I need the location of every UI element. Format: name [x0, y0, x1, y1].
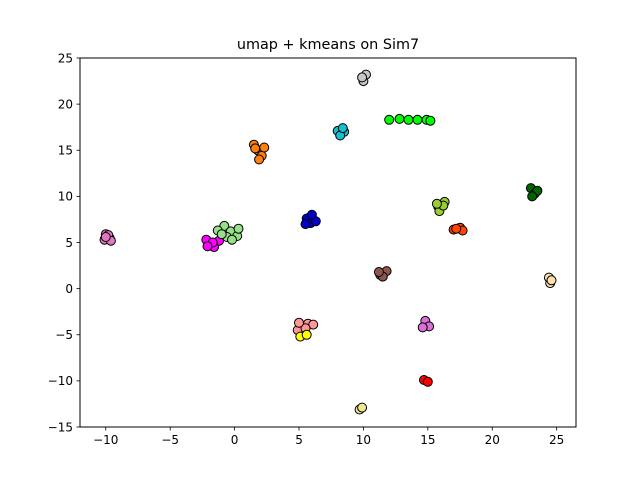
point-cluster-0-5 [100, 232, 111, 242]
point-cluster-3-5 [250, 143, 261, 154]
point-cluster-7-3 [300, 219, 311, 230]
point-cluster-14-1 [301, 329, 312, 340]
x-axis: −10 −5 0 5 10 15 20 25 [93, 427, 564, 447]
point-cluster-13-5 [294, 317, 304, 328]
point-cluster-5-2 [403, 114, 414, 125]
y-tick-label: 15 [58, 144, 73, 158]
x-tick-label: 5 [295, 433, 303, 447]
point-cluster-15-2 [417, 322, 428, 333]
point-cluster-7-4 [306, 209, 317, 220]
point-cluster-12-3 [373, 267, 384, 277]
point-cluster-5-1 [394, 113, 405, 124]
point-cluster-17-1 [357, 402, 368, 413]
point-cluster-5-3 [412, 114, 423, 125]
y-tick-label: −15 [48, 420, 73, 434]
y-axis: −15 −10 −5 0 5 10 15 20 25 [48, 51, 80, 434]
point-cluster-2-7 [227, 234, 237, 245]
x-tick-label: −5 [161, 433, 179, 447]
point-cluster-2-6 [216, 229, 227, 240]
point-cluster-2-5 [233, 223, 244, 234]
y-tick-label: 10 [58, 190, 73, 204]
point-cluster-3-4 [259, 142, 270, 153]
x-tick-label: 25 [549, 433, 564, 447]
point-cluster-6-3 [337, 123, 348, 134]
point-cluster-5-5 [425, 115, 436, 126]
points-layer [99, 69, 557, 415]
x-tick-label: 15 [420, 433, 435, 447]
point-cluster-10-3 [527, 191, 538, 202]
point-cluster-5-0 [384, 114, 395, 125]
point-cluster-4-2 [357, 72, 368, 83]
y-tick-label: 0 [65, 282, 73, 296]
point-cluster-9-3 [451, 223, 462, 234]
x-tick-label: −10 [93, 433, 118, 447]
point-cluster-16-1 [422, 376, 433, 387]
x-tick-label: 0 [231, 433, 239, 447]
y-tick-label: −10 [48, 374, 73, 388]
x-tick-label: 20 [485, 433, 500, 447]
y-tick-label: 5 [65, 236, 73, 250]
point-cluster-8-4 [431, 198, 442, 209]
y-tick-label: 20 [58, 97, 73, 111]
x-tick-label: 10 [356, 433, 371, 447]
point-cluster-11-2 [546, 275, 557, 286]
y-tick-label: 25 [58, 51, 73, 65]
point-cluster-3-3 [254, 154, 265, 165]
chart-title: umap + kmeans on Sim7 [237, 37, 419, 53]
point-cluster-1-5 [202, 241, 213, 252]
y-tick-label: −5 [55, 328, 73, 342]
